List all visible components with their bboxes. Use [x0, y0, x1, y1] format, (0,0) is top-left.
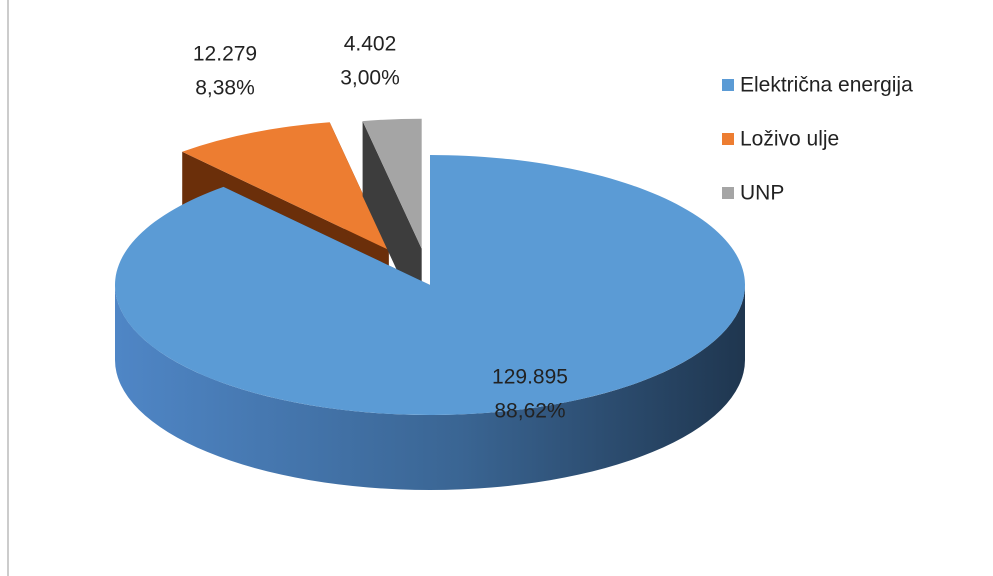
legend-swatch [722, 133, 734, 145]
percent-label: 3,00% [340, 67, 400, 90]
data-label: 4.402 [344, 33, 397, 56]
data-labels: 129.895 88,62% 12.279 8,38% 4.402 3,00% [193, 33, 568, 423]
legend: Električna energija Loživo ulje UNP [722, 74, 913, 205]
slice [362, 118, 422, 249]
slice [114, 155, 746, 415]
slice-wall [362, 121, 422, 324]
legend-label: Električna energija [740, 74, 913, 97]
legend-swatch [722, 79, 734, 91]
percent-label: 8,38% [195, 77, 255, 100]
percent-label: 88,62% [494, 400, 565, 423]
slice [182, 122, 389, 250]
slice-side [115, 285, 745, 490]
legend-label: UNP [740, 182, 784, 205]
pie [114, 118, 746, 490]
legend-label: Loživo ulje [740, 128, 839, 151]
data-label: 12.279 [193, 43, 257, 66]
data-label: 129.895 [492, 366, 568, 389]
legend-swatch [722, 187, 734, 199]
